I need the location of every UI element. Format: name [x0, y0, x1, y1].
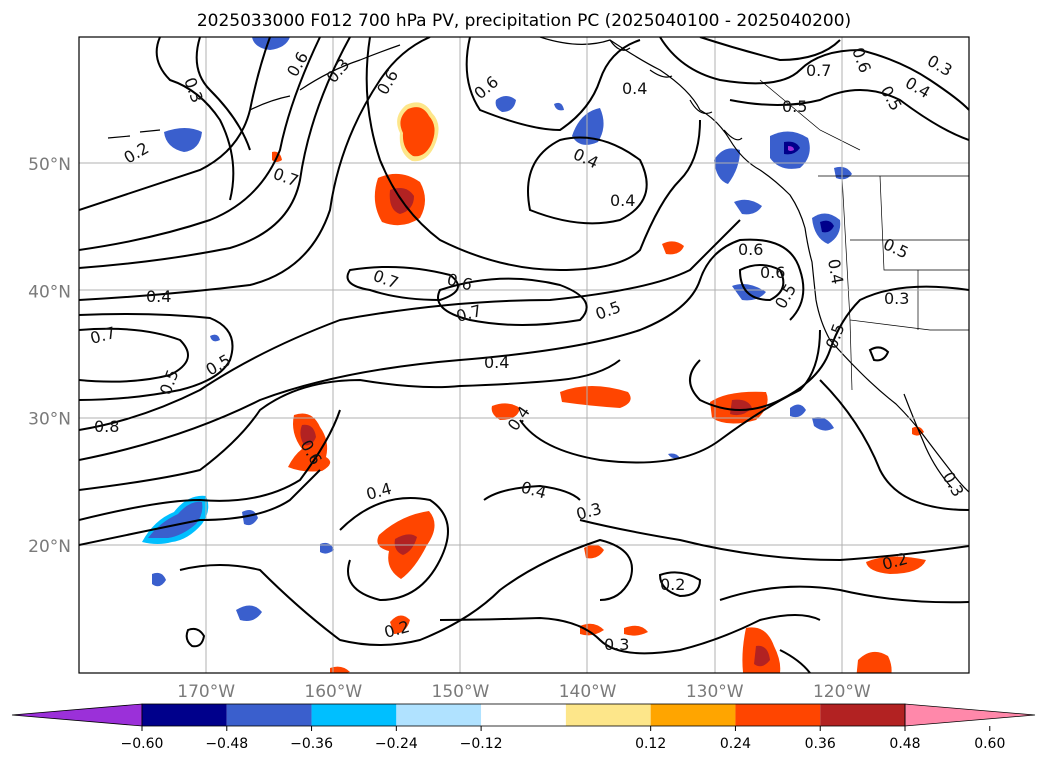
longitude-tick-labels: 170°W 160°W 150°W 140°W 130°W 120°W: [177, 682, 871, 702]
precip-blob: [572, 108, 604, 145]
precip-blob: [770, 131, 810, 169]
colorbar-tick-label: −0.60: [121, 736, 164, 752]
precip-blob: [495, 96, 516, 112]
map-frame: [78, 36, 970, 674]
political-borders: [759, 79, 969, 391]
latitude-tick-label: 20°N: [28, 537, 71, 557]
latitude-tick-labels: 20°N 30°N 40°N 50°N: [28, 155, 71, 557]
map-title: 2025033000 F012 700 hPa PV, precipitatio…: [197, 11, 851, 31]
longitude-tick-label: 160°W: [304, 682, 362, 702]
contour-label: 0.4: [622, 79, 647, 98]
colorbar-tick-label: 0.48: [889, 736, 920, 752]
precip-blob: [152, 572, 166, 587]
precip-blob: [164, 128, 202, 152]
precip-blob: [584, 544, 604, 559]
longitude-tick-label: 120°W: [813, 682, 871, 702]
colorbar-extend-low: [11, 703, 143, 727]
precip-blob: [580, 623, 604, 636]
latitude-tick-label: 30°N: [28, 410, 71, 430]
colorbar-box: [142, 704, 227, 726]
colorbar-tick-label: 0.36: [805, 736, 836, 752]
precip-blob: [210, 334, 220, 342]
colorbar-box: [226, 704, 312, 726]
latitude-tick-label: 50°N: [28, 155, 71, 175]
colorbar-ticks: −0.60 −0.48 −0.36 −0.24 −0.12 0.12 0.24 0.36 0.4…: [121, 726, 1005, 752]
gridlines: [79, 37, 969, 673]
colorbar: −0.60 −0.48 −0.36 −0.24 −0.12 0.12 0.24 0.36 0.4…: [11, 703, 1036, 752]
colorbar-extend-high: [904, 703, 1036, 727]
colorbar-tick-label: −0.24: [375, 736, 418, 752]
precip-blob: [252, 37, 290, 50]
precip-blob: [390, 615, 410, 634]
contour-label: 0.4: [610, 191, 635, 210]
precip-blob: [397, 102, 439, 162]
colorbar-box: [820, 704, 905, 726]
colorbar-box: [311, 704, 397, 726]
precip-blob: [812, 213, 841, 244]
longitude-tick-label: 150°W: [432, 682, 490, 702]
contour-label: 0.7: [806, 61, 831, 80]
contour-label: 0.4: [824, 257, 847, 285]
precip-blob: [491, 403, 520, 420]
precip-blob: [710, 391, 768, 424]
contour-label: 0.4: [484, 353, 509, 372]
contour-label: 0.5: [782, 97, 807, 116]
longitude-tick-label: 130°W: [686, 682, 744, 702]
latitude-tick-label: 40°N: [28, 282, 71, 302]
colorbar-tick-label: −0.36: [290, 736, 333, 752]
colorbar-box: [735, 704, 821, 726]
precip-blob: [288, 413, 331, 472]
precip-blob: [330, 666, 350, 673]
precip-blob: [560, 386, 631, 408]
pv-contours: [79, 37, 969, 673]
precip-blob: [856, 651, 892, 673]
precip-blob: [554, 102, 564, 111]
precip-blob: [236, 605, 262, 621]
contour-label: 0.6: [738, 240, 763, 259]
precip-blob: [790, 404, 806, 418]
contour-label: 0.3: [884, 289, 909, 308]
map-area: 0.3 0.2 0.6 0.7 0.6 0.4 0.4 0.4 0.5 0.6 …: [79, 37, 969, 673]
precip-blob: [624, 625, 648, 636]
precip-blob: [662, 241, 684, 255]
colorbar-tick-label: 0.60: [974, 736, 1005, 752]
colorbar-outline: [141, 703, 906, 727]
contour-label: 0.8: [94, 417, 119, 436]
precip-negative-areas: [142, 37, 852, 621]
colorbar-tick-label: 0.12: [635, 736, 666, 752]
precip-blob: [866, 556, 926, 574]
precip-blob: [812, 417, 834, 431]
longitude-tick-label: 140°W: [559, 682, 617, 702]
precip-blob: [320, 542, 334, 554]
colorbar-tick-label: −0.48: [205, 736, 248, 752]
precip-blob: [714, 148, 740, 184]
colorbar-tick-label: −0.12: [460, 736, 503, 752]
contour-label: 0.3: [604, 635, 629, 654]
precip-blob: [668, 453, 680, 459]
contour-label: 0.4: [146, 287, 171, 306]
precip-blob: [742, 627, 781, 673]
precip-blob: [732, 284, 766, 301]
precip-blob: [912, 426, 924, 436]
longitude-tick-label: 170°W: [177, 682, 235, 702]
precip-blob: [142, 495, 209, 544]
colorbar-box: [565, 704, 651, 726]
colorbar-box: [481, 704, 566, 726]
colorbar-box: [396, 704, 482, 726]
colorbar-boxes: [11, 703, 1036, 727]
contour-label: 0.6: [760, 263, 785, 282]
colorbar-tick-label: 0.24: [720, 736, 751, 752]
precip-blob: [734, 199, 762, 215]
contour-label: 0.2: [660, 575, 685, 594]
colorbar-box: [650, 704, 736, 726]
